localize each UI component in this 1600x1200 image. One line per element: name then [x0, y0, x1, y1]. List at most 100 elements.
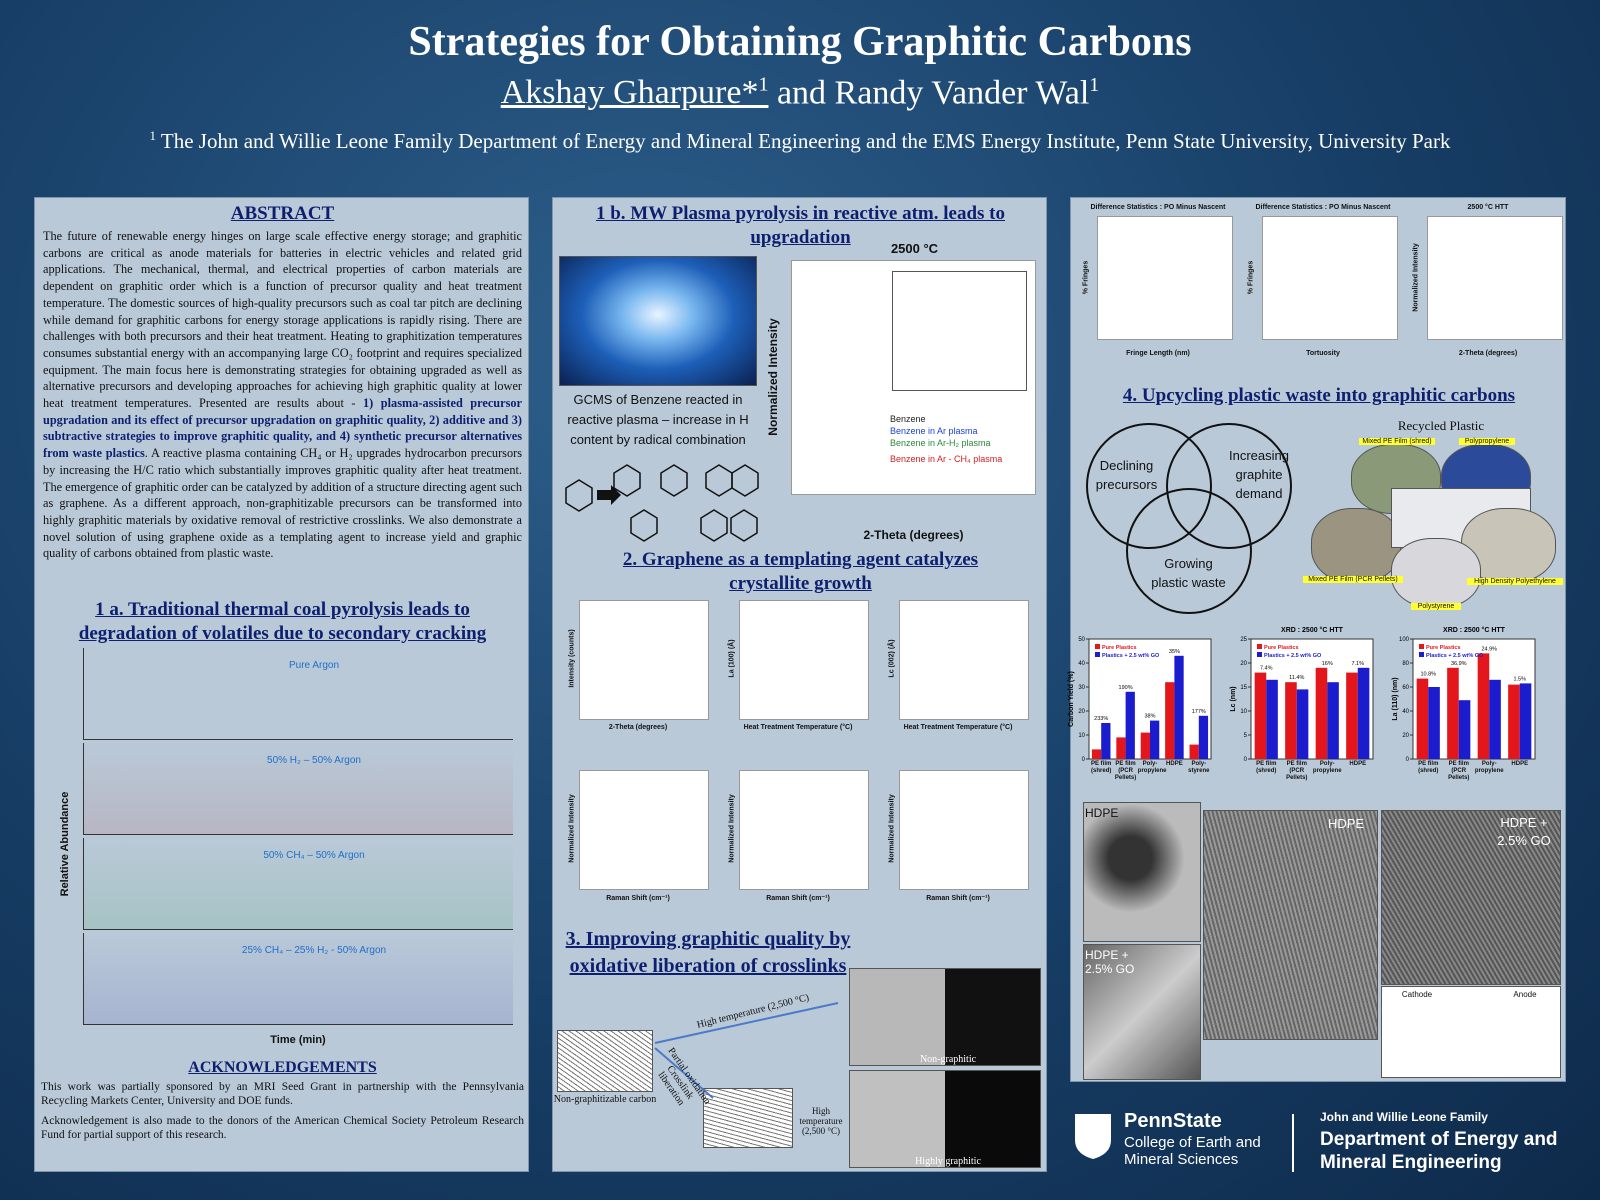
x-label: Raman Shift (cm⁻¹): [606, 895, 670, 902]
label: Non-graphitizable carbon: [553, 1094, 657, 1105]
y-label: Lc (nm): [1230, 686, 1237, 711]
annotation: 233%: [1094, 716, 1108, 722]
plot-title: Difference Statistics : PO Minus Nascent: [1090, 204, 1226, 211]
x-tick-label: PE film (shred): [1091, 761, 1112, 774]
author-name: Akshay Gharpure*: [500, 74, 759, 112]
y-tick-label: 20: [1402, 733, 1409, 739]
y-label: Normalized Intensity: [888, 794, 896, 863]
x-label: 2-Theta (degrees): [608, 724, 668, 731]
xrd-plot: 2500 °C Benzene Benzene in Ar plasma Ben…: [791, 241, 1036, 495]
panel-label: 25% CH₄ – 25% H₂ - 50% Argon: [241, 945, 387, 956]
bar: [1198, 715, 1209, 759]
x-label: Heat Treatment Temperature (°C): [743, 724, 853, 731]
legend-entry: Plastics + 2.5 wt% GO: [1264, 653, 1322, 659]
x-label: Raman Shift (cm⁻¹): [766, 895, 830, 902]
logo-text: John and Willie Leone Family: [1320, 1110, 1488, 1124]
tem-image: [849, 968, 1041, 1066]
heading: 2. Graphene as a templating agent cataly…: [622, 549, 979, 594]
legend-swatch: [1419, 652, 1424, 657]
bar: [1254, 672, 1267, 759]
annotation: 36.9%: [1451, 661, 1467, 667]
y-tick-label: 60: [1402, 685, 1409, 691]
bar: [1416, 678, 1429, 759]
tem-image: [1083, 944, 1201, 1080]
bar: [1140, 732, 1150, 759]
legend-swatch: [1419, 644, 1424, 649]
tem-label: HDPE: [1085, 806, 1119, 820]
plastic-label: Polystyrene: [1411, 603, 1461, 610]
chart-title: XRD : 2500 °C HTT: [1281, 626, 1344, 634]
legend-entry: Pure Plastics: [1426, 645, 1461, 651]
logo-text: College of Earth and Mineral Sciences: [1124, 1134, 1261, 1168]
plasma-photo: [559, 256, 757, 386]
abstract-bold: 1) plasma-assisted precursor upgradation…: [43, 396, 522, 461]
bar: [1266, 679, 1278, 759]
heading: 1 a. Traditional thermal coal pyrolysis …: [78, 599, 487, 644]
annotation: 35%: [1169, 649, 1180, 655]
legend-entry: Pure Plastics: [1264, 645, 1299, 651]
plot: [739, 600, 869, 720]
y-tick-label: 0: [1406, 757, 1410, 763]
y-tick-label: 10: [1240, 709, 1247, 715]
middle-panel: 1 b. MW Plasma pyrolysis in reactive atm…: [552, 197, 1047, 1172]
legend-entry: Benzene: [890, 414, 926, 424]
y-tick-label: 15: [1240, 685, 1247, 691]
plastic-label: Mixed PE Film (shred): [1359, 438, 1435, 445]
legend: Benzene Benzene in Ar plasma Benzene in …: [890, 413, 1035, 465]
chart-title: XRD : 2500 °C HTT: [1443, 626, 1506, 634]
ms-panels: Pure Argon 50% H₂ – 50% Argon 50% CH₄ – 50…: [83, 648, 513, 1028]
label: Highly graphitic: [915, 1156, 981, 1167]
bar: [1357, 667, 1370, 759]
affiliation: 1 The John and Willie Leone Family Depar…: [0, 128, 1600, 154]
x-tick-label: Poly-propylene: [1137, 761, 1167, 774]
y-tick-label: 30: [1078, 685, 1085, 691]
tem-label: HDPE + 2.5% GO: [1497, 815, 1551, 848]
y-tick-label: 20: [1078, 709, 1085, 715]
y-tick-label: 0: [1244, 757, 1248, 763]
x-label: 2-Theta (degrees): [863, 528, 964, 542]
divider: [1292, 1114, 1294, 1172]
legend-swatch: [1095, 644, 1100, 649]
annotation: 177%: [1192, 709, 1206, 715]
legend-swatch: [1257, 644, 1262, 649]
y-label: La (100) (Å): [728, 639, 736, 678]
sup: 1: [1089, 74, 1100, 96]
venn: [1086, 423, 1292, 614]
plot-title: 2500 °C HTT: [1467, 204, 1509, 211]
bar: [1174, 655, 1184, 759]
bar: [1116, 737, 1126, 759]
plot: [1427, 216, 1563, 340]
x-tick-label: PE film (PCR Pellets): [1286, 761, 1308, 781]
heading: 3. Improving graphitic quality by oxidat…: [565, 928, 851, 977]
chart: 0 20 40 60 80 100 XRD : 2500 °C HTT La (110) (n…: [1392, 626, 1536, 763]
label: High temperature (2,500 °C): [799, 1106, 843, 1136]
bar: [1101, 723, 1111, 759]
battery-diagram: [1381, 986, 1561, 1078]
plot: [1097, 216, 1233, 340]
plastic-label: High Density Polyethylene: [1467, 578, 1563, 585]
title: Strategies for Obtaining Graphitic Carbo…: [408, 19, 1192, 65]
author: Akshay Gharpure*1: [501, 74, 769, 111]
abstract-text: . A reactive plasma containing CH₄ or H₂…: [43, 446, 522, 561]
label: Anode: [1513, 990, 1537, 999]
y-label: Normalized Intensity: [728, 794, 736, 863]
bar: [1508, 684, 1520, 759]
plot-title: Difference Statistics : PO Minus Nascent: [1255, 204, 1391, 211]
legend-entry: Benzene in Ar-H₂ plasma: [890, 438, 991, 448]
bar: [1346, 672, 1358, 759]
inset: [892, 271, 1027, 391]
ack-text: This work was partially sponsored by an …: [41, 1081, 524, 1107]
y-tick-label: 50: [1078, 637, 1085, 643]
x-tick-label: PE film (PCR Pellets): [1448, 761, 1470, 781]
y-tick-label: 25: [1240, 637, 1247, 643]
tem-image: [1381, 810, 1561, 985]
y-label: Relative Abundance: [59, 791, 71, 897]
x-tick-label: PE film (PCR Pellets): [1114, 761, 1137, 781]
panel-label: Pure Argon: [288, 660, 340, 671]
heading: ACKNOWLEDGEMENTS: [188, 1059, 377, 1076]
affiliation-text: The John and Willie Leone Family Departm…: [160, 129, 1451, 153]
y-label: Normalized Intensity: [1412, 243, 1420, 312]
y-label: % Fringes: [1247, 260, 1255, 295]
venn-label: Growing plastic waste: [1151, 556, 1226, 590]
